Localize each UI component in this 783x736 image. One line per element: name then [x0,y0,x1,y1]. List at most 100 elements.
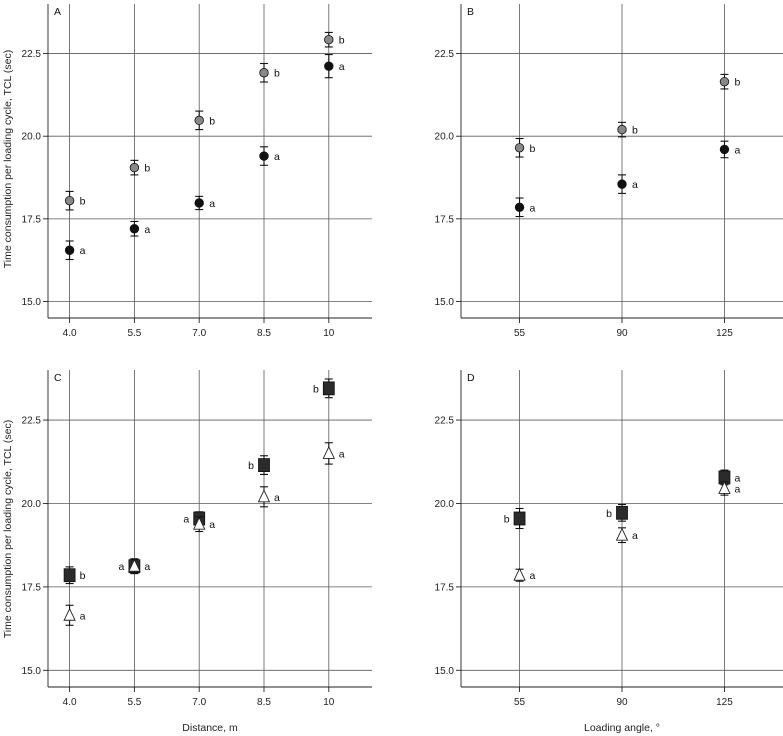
data-point [513,511,526,526]
data-label: a [144,561,150,573]
x-tick-label: 4.0 [63,328,77,339]
panel-letter: D [467,372,475,384]
data-label: b [313,383,319,395]
y-tick-label: 20.0 [435,499,455,510]
ylabel-top: Time consumption per loading cycle, TCL … [2,50,14,268]
data-point [719,76,730,87]
data-label: b [80,196,86,208]
data-point [129,224,140,234]
data-label: a [530,570,536,582]
y-tick-label: 20.0 [435,132,455,143]
data-label: b [80,570,86,582]
data-label: a [734,472,740,484]
x-tick-label: 8.5 [257,697,271,708]
data-label: a [339,448,345,460]
x-tick-label: 125 [716,697,733,708]
data-point [259,68,269,78]
y-tick-label: 15.0 [435,666,455,677]
data-point [513,567,526,581]
data-point [324,61,334,71]
y-tick-label: 17.5 [22,214,42,225]
x-tick-label: 90 [616,697,628,708]
data-label: a [530,202,536,214]
data-point [129,162,140,173]
x-tick-label: 55 [514,697,526,708]
data-point [615,527,629,541]
data-label: b [209,115,215,127]
y-tick-label: 17.5 [435,582,455,593]
y-tick-label: 22.5 [435,49,455,60]
data-point [322,381,335,396]
panel-a: 15.0 17.5 20.0 22.5 4.0 5.5 7.0 8.5 10 Aa a a a a b b b b… [22,4,372,339]
data-label: a [339,61,345,73]
data-point [322,445,336,459]
data-label: a [80,610,86,622]
data-point [128,558,141,572]
data-label: a [632,179,638,191]
y-tick-label: 17.5 [22,582,42,593]
data-label: b [248,460,254,472]
y-tick-label: 17.5 [435,214,455,225]
xlabel-distance: Distance, m [182,722,238,734]
data-label: a [209,198,215,210]
data-label: a [119,561,125,573]
data-point [194,198,204,208]
data-label: a [80,245,86,257]
panel-letter: B [467,6,474,18]
data-point [63,607,76,621]
data-label: a [734,144,740,156]
y-tick-label: 22.5 [22,49,42,60]
data-label: a [144,224,150,236]
data-label: b [530,143,536,155]
data-label: b [339,35,345,47]
y-tick-label: 22.5 [435,416,455,427]
x-tick-label: 8.5 [257,328,271,339]
data-point [616,505,628,520]
data-point [514,202,525,212]
data-point [719,144,730,155]
data-label: a [632,530,638,542]
x-tick-label: 5.5 [127,328,141,339]
y-tick-label: 15.0 [22,297,42,308]
y-tick-label: 20.0 [22,499,42,510]
data-label: a [274,151,280,163]
x-tick-label: 55 [514,328,526,339]
panels: 15.017.520.022.54.0 5.5 7.0 8.5 10Aaaaaabbbb… [22,4,783,708]
data-point [324,34,334,45]
data-point [514,143,525,153]
x-tick-label: 4.0 [63,697,77,708]
panel-b: 15.0 17.5 20.0 22.5 55 90 125 Ba a a b b b [435,4,783,339]
data-point [192,516,206,530]
data-point [259,151,269,161]
data-label: b [734,77,740,89]
data-point [617,124,627,135]
x-tick-label: 7.0 [192,697,206,708]
x-tick-label: 7.0 [192,328,206,339]
data-point [718,480,731,494]
panel-letter: A [54,6,61,18]
data-label: b [144,163,150,175]
data-label: a [183,513,189,525]
xlabel-loading-angle: Loading angle, ° [584,722,660,734]
y-tick-label: 22.5 [22,416,42,427]
data-label: a [274,492,280,504]
x-tick-label: 5.5 [127,697,141,708]
y-tick-label: 20.0 [22,132,42,143]
data-point [63,568,76,583]
data-label: a [209,519,215,531]
x-tick-label: 125 [716,328,733,339]
data-label: b [274,68,280,80]
ylabel-bottom: Time consumption per loading cycle, TCL … [2,420,14,638]
x-tick-label: 90 [616,328,628,339]
panel-c: 15.0 17.5 20.0 22.5 4.0 5.5 7.0 8.5 10 Cb a a b b a a a a… [22,370,372,708]
y-tick-label: 15.0 [22,666,42,677]
data-point [64,245,75,255]
data-label: b [606,508,612,520]
data-label: b [504,513,510,525]
x-tick-label: 10 [323,697,335,708]
data-label: b [632,125,638,137]
x-tick-label: 10 [323,328,335,339]
data-label: a [734,483,740,495]
